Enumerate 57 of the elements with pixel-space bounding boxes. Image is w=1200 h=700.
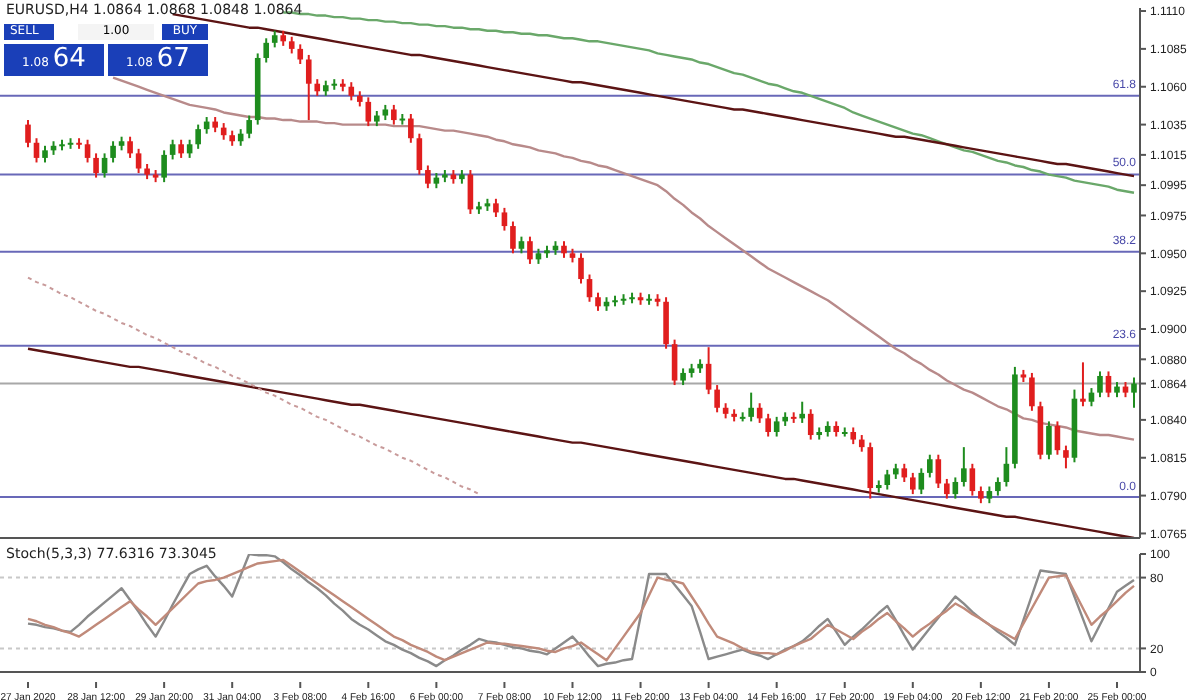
line-series [282, 11, 1136, 194]
annotation: 67 [156, 44, 190, 76]
candlestick [127, 135, 133, 159]
candlestick [305, 53, 312, 122]
candlestick [765, 412, 771, 438]
candlestick [93, 152, 99, 179]
candlestick [1080, 361, 1086, 408]
candlestick [867, 441, 874, 500]
candlestick [169, 138, 176, 161]
candlestick [1105, 370, 1112, 399]
candlestick [1097, 370, 1103, 399]
candlestick [927, 453, 933, 479]
candlestick [365, 96, 372, 128]
candlestick [578, 252, 584, 285]
candlestick [493, 197, 499, 218]
candlestick [408, 113, 414, 144]
candlestick [297, 43, 304, 66]
candlestick [799, 400, 805, 424]
candlestick [961, 446, 967, 488]
candlestick [748, 391, 754, 423]
candlestick [944, 477, 950, 500]
candlestick [195, 123, 201, 150]
candlestick [807, 408, 814, 441]
candlestick [1029, 371, 1035, 412]
candlestick [595, 291, 601, 312]
candlestick [884, 468, 891, 491]
candlestick [178, 138, 184, 159]
candlestick [501, 206, 508, 232]
candlestick [527, 235, 533, 265]
candlestick [1063, 444, 1069, 470]
candlestick [901, 462, 908, 483]
line-series [27, 276, 480, 496]
candlestick [995, 476, 1001, 497]
candlestick [425, 164, 431, 190]
candlestick [246, 114, 252, 140]
candlestick [663, 296, 669, 350]
candlestick [135, 147, 142, 175]
candlestick [263, 37, 270, 64]
candlestick [391, 103, 397, 126]
candlestick [110, 140, 116, 164]
candlestick [161, 149, 167, 184]
candlestick [510, 220, 516, 255]
annotation: 64 [52, 44, 86, 76]
candlestick [671, 338, 678, 387]
candlestick [918, 467, 925, 496]
candlestick [1131, 376, 1137, 409]
candlestick [969, 462, 976, 497]
candlestick [416, 132, 423, 176]
candlestick [714, 384, 720, 414]
candlestick [348, 81, 355, 102]
candlestick [705, 346, 712, 396]
candlestick [910, 471, 916, 496]
candlestick [1046, 420, 1052, 461]
candlestick [25, 119, 31, 149]
candlestick [773, 415, 780, 438]
candlestick [84, 138, 91, 164]
line-series [26, 347, 1136, 538]
